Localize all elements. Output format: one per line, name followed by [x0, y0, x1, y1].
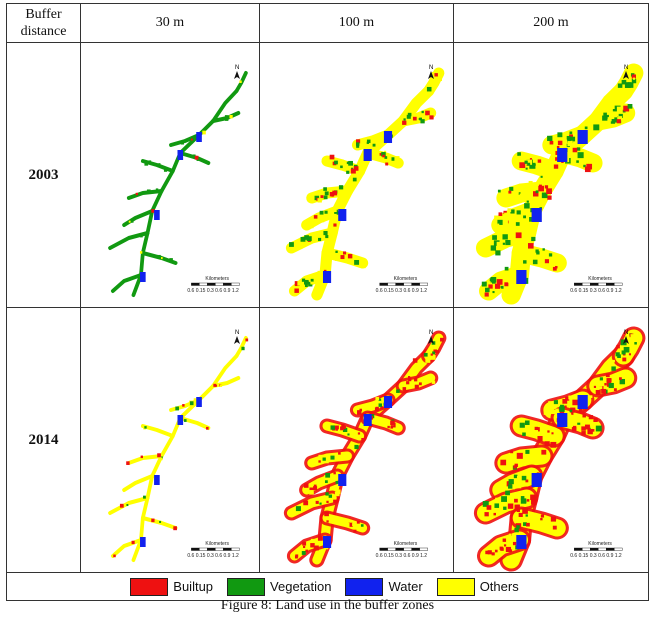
map-image: N Kilometers 0.6 0.15 0.3 0.6 0.9 1.2 [473, 326, 646, 572]
svg-text:0.6 0.15 0.3 0.6 0.9 1.2: 0.6 0.15 0.3 0.6 0.9 1.2 [570, 288, 622, 294]
map-2003-200m: N Kilometers 0.6 0.15 0.3 0.6 0.9 1.2 [453, 42, 649, 308]
figure-table-container: Buffer distance 30 m 100 m 200 m 2003 N K… [6, 3, 649, 601]
svg-text:N: N [429, 65, 433, 71]
legend-item-vegetation: Vegetation [227, 577, 332, 596]
map-2014-200m: N Kilometers 0.6 0.15 0.3 0.6 0.9 1.2 [453, 307, 649, 573]
legend-label-water: Water [388, 579, 423, 594]
svg-text:Kilometers: Kilometers [588, 541, 612, 547]
svg-text:N: N [624, 65, 628, 71]
header-buffer-line2: distance [20, 24, 67, 39]
legend-label-vegetation: Vegetation [270, 579, 332, 594]
legend-swatch-builtup [130, 577, 169, 596]
legend-swatch-others [436, 577, 475, 596]
svg-text:N: N [235, 65, 239, 71]
header-200m: 200 m [453, 3, 649, 43]
map-2003-100m: N Kilometers 0.6 0.15 0.3 0.6 0.9 1.2 [259, 42, 454, 308]
header-30m: 30 m [80, 3, 260, 43]
legend-item-others: Others [436, 577, 519, 596]
map-image: N Kilometers 0.6 0.15 0.3 0.6 0.9 1.2 [475, 63, 644, 305]
legend-item-water: Water [345, 577, 423, 596]
svg-text:Kilometers: Kilometers [205, 541, 229, 547]
legend-label-others: Others [479, 579, 519, 594]
legend-cell: Builtup Vegetation Water Others [6, 572, 649, 601]
header-buffer-line1: Buffer [25, 7, 62, 22]
svg-text:Kilometers: Kilometers [205, 276, 229, 282]
svg-text:Kilometers: Kilometers [394, 541, 418, 547]
svg-text:0.6 0.15 0.3 0.6 0.9 1.2: 0.6 0.15 0.3 0.6 0.9 1.2 [187, 553, 239, 559]
figure-caption: Figure 8: Land use in the buffer zones [220, 598, 435, 613]
legend-label-builtup: Builtup [173, 579, 214, 594]
legend-swatch-vegetation [227, 577, 266, 596]
header-buffer-distance: Buffer distance [6, 3, 81, 43]
svg-text:Kilometers: Kilometers [588, 276, 612, 282]
legend: Builtup Vegetation Water Others [7, 577, 648, 596]
map-2014-100m: N Kilometers 0.6 0.15 0.3 0.6 0.9 1.2 [259, 307, 454, 573]
map-2014-30m: N Kilometers 0.6 0.15 0.3 0.6 0.9 1.2 [80, 307, 260, 573]
map-image: N Kilometers 0.6 0.15 0.3 0.6 0.9 1.2 [285, 65, 445, 301]
legend-swatch-water [345, 577, 384, 596]
map-image: N Kilometers 0.6 0.15 0.3 0.6 0.9 1.2 [108, 330, 249, 562]
legend-row: Builtup Vegetation Water Others [6, 572, 649, 601]
map-image: N Kilometers 0.6 0.15 0.3 0.6 0.9 1.2 [283, 330, 447, 568]
year-2014: 2014 [6, 307, 81, 573]
map-image: N Kilometers 0.6 0.15 0.3 0.6 0.9 1.2 [108, 65, 248, 297]
header-100m: 100 m [259, 3, 454, 43]
buffer-table: Buffer distance 30 m 100 m 200 m 2003 N K… [6, 3, 649, 601]
svg-text:N: N [624, 330, 628, 336]
svg-text:0.6 0.15 0.3 0.6 0.9 1.2: 0.6 0.15 0.3 0.6 0.9 1.2 [376, 288, 428, 294]
svg-text:N: N [429, 330, 433, 336]
row-2014: 2014 N Kilometers 0.6 0.15 0.3 0.6 0.9 1.2… [6, 307, 649, 573]
svg-text:0.6 0.15 0.3 0.6 0.9 1.2: 0.6 0.15 0.3 0.6 0.9 1.2 [187, 288, 239, 294]
svg-text:Kilometers: Kilometers [394, 276, 418, 282]
year-2003: 2003 [6, 42, 81, 308]
row-2003: 2003 N Kilometers 0.6 0.15 0.3 0.6 0.9 1.2… [6, 42, 649, 308]
legend-item-builtup: Builtup [130, 577, 214, 596]
svg-text:0.6 0.15 0.3 0.6 0.9 1.2: 0.6 0.15 0.3 0.6 0.9 1.2 [376, 553, 428, 559]
svg-text:N: N [235, 330, 239, 336]
map-2003-30m: N Kilometers 0.6 0.15 0.3 0.6 0.9 1.2 [80, 42, 260, 308]
svg-text:0.6 0.15 0.3 0.6 0.9 1.2: 0.6 0.15 0.3 0.6 0.9 1.2 [570, 553, 622, 559]
header-row: Buffer distance 30 m 100 m 200 m [6, 3, 649, 43]
